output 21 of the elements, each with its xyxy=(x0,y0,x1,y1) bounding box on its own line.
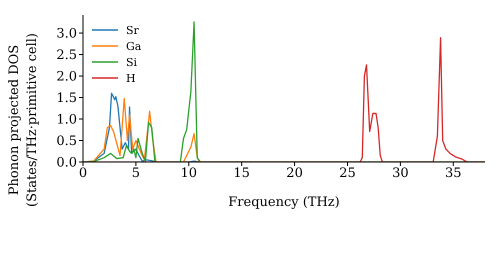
x-tick-label: 25 xyxy=(339,166,356,182)
y-tick-label: 2.0 xyxy=(56,70,77,85)
y-tick-label: 2.5 xyxy=(56,48,77,64)
x-tick-label: 20 xyxy=(286,166,303,182)
legend-label: H xyxy=(126,72,136,84)
legend-label: Ga xyxy=(126,40,142,52)
legend-label: Si xyxy=(126,56,138,68)
y-axis-title: Phonon projected DOS (States/THz·primitive cell) xyxy=(7,32,40,208)
x-tick-label: 0 xyxy=(78,166,88,182)
x-tick-label: 30 xyxy=(392,166,409,182)
y-tick-label: 1.5 xyxy=(56,91,77,106)
y-tick-label: 0.0 xyxy=(56,156,77,171)
y-tick-label: 1.0 xyxy=(56,112,77,128)
x-tick-label: 35 xyxy=(444,166,462,182)
x-tick-label: 15 xyxy=(233,166,250,182)
y-tick-label: 0.5 xyxy=(56,134,77,150)
x-tick-label: 10 xyxy=(180,166,198,182)
x-axis-title: Frequency (THz) xyxy=(228,195,340,210)
y-tick-label: 3.0 xyxy=(56,26,77,42)
legend-label: Sr xyxy=(126,24,139,36)
x-tick-label: 5 xyxy=(132,166,140,182)
